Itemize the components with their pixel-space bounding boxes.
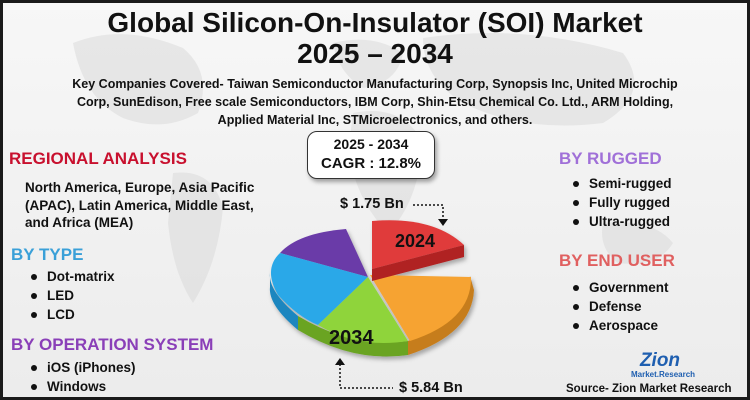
cagr-box: 2025 - 2034 CAGR : 12.8% [307,131,435,179]
forecast-period: 2025 - 2034 [333,136,409,152]
pie-slice-orange [370,275,472,341]
by-rugged-heading: BY RUGGED [559,149,662,168]
logo-line-2: Market.Research [631,370,696,379]
source-text: Source- Zion Market Research [566,383,732,395]
pie-label-2024: 2024 [395,231,436,251]
list-item: Semi-rugged [569,174,672,193]
by-end-user-heading: BY END USER [559,251,675,270]
list-item: iOS (iPhones) [27,358,136,377]
pie-side-blue [269,273,298,330]
value-leader-lines [335,204,448,389]
zion-logo: Zion Market.Research [631,350,696,382]
by-type-heading: BY TYPE [11,245,84,264]
pie-label-2034: 2034 [329,327,374,349]
pie-slice-purple [280,229,368,277]
by-type-list: Dot-matrix LED LCD [27,267,115,324]
title-line-1: Global Silicon-On-Insulator (SOI) Market [107,7,643,38]
pie-side-green [298,316,408,357]
pie-slice-blue [270,253,368,325]
list-item: LED [27,286,115,305]
regional-analysis-heading: REGIONAL ANALYSIS [9,149,187,168]
value-2024: $ 1.75 Bn [340,196,404,212]
by-rugged-list: Semi-rugged Fully rugged Ultra-rugged [569,174,672,231]
logo-line-1: Zion [639,350,681,371]
pie-side-red [372,245,464,281]
by-operation-system-list: iOS (iPhones) Windows [27,358,136,396]
key-companies-text: Key Companies Covered- Taiwan Semiconduc… [72,77,678,127]
list-item: Dot-matrix [27,267,115,286]
list-item: Defense [569,297,669,316]
page-title: Global Silicon-On-Insulator (SOI) Market… [3,7,747,69]
list-item: Ultra-rugged [569,212,672,231]
market-pie-chart [269,220,474,357]
by-end-user-list: Government Defense Aerospace [569,278,669,335]
list-item: Aerospace [569,316,669,335]
title-line-2: 2025 – 2034 [297,38,453,69]
by-operation-system-heading: BY OPERATION SYSTEM [11,335,214,354]
list-item: LCD [27,305,115,324]
pie-slice-green [318,277,408,343]
value-2034: $ 5.84 Bn [399,380,463,396]
pie-slice-red [372,220,464,269]
regional-analysis-text: North America, Europe, Asia Pacific (APA… [25,180,255,230]
cagr-value: CAGR : 12.8% [320,155,422,172]
list-item: Windows [27,377,136,396]
list-item: Government [569,278,669,297]
list-item: Fully rugged [569,193,672,212]
